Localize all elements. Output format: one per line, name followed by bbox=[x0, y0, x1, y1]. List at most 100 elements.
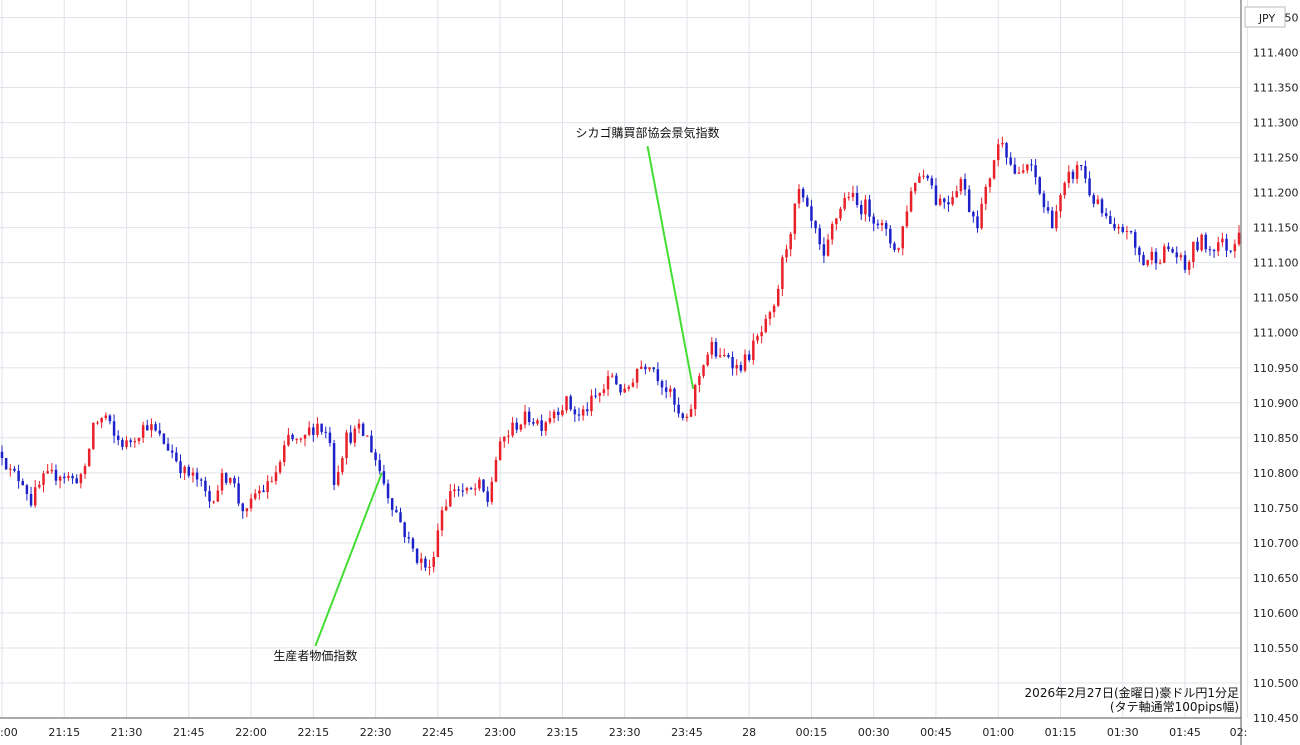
y-tick-label: 110.800 bbox=[1253, 467, 1299, 480]
y-tick-label: 110.450 bbox=[1253, 712, 1299, 725]
candle-body bbox=[1154, 251, 1158, 264]
candle-body bbox=[382, 471, 386, 484]
candle-body bbox=[872, 216, 875, 224]
candle-body bbox=[108, 415, 112, 422]
candle-body bbox=[503, 436, 506, 442]
candle-body bbox=[21, 481, 25, 486]
candle-body bbox=[947, 202, 950, 205]
candle-body bbox=[490, 481, 494, 502]
x-tick-label: 01:30 bbox=[1107, 726, 1139, 739]
candle-body bbox=[938, 198, 942, 205]
candle-body bbox=[1100, 199, 1104, 214]
candle-body bbox=[258, 490, 261, 494]
y-tick-label: 111.350 bbox=[1253, 82, 1299, 95]
candle-body bbox=[1192, 241, 1195, 262]
candle-body bbox=[627, 386, 631, 389]
candle-body bbox=[577, 414, 581, 416]
candle-body bbox=[220, 473, 224, 491]
candle-body bbox=[743, 354, 747, 371]
candle-body bbox=[656, 369, 660, 382]
candle-body bbox=[826, 239, 830, 256]
candle-body bbox=[266, 481, 269, 493]
candle-body bbox=[241, 503, 245, 512]
candle-body bbox=[478, 479, 481, 489]
candle-body bbox=[967, 189, 971, 213]
candle-body bbox=[361, 423, 365, 436]
annotation-label: 生産者物価指数 bbox=[273, 648, 357, 663]
candle-body bbox=[125, 440, 128, 447]
candle-body bbox=[727, 354, 730, 357]
candle-body bbox=[1133, 232, 1137, 248]
candle-body bbox=[353, 428, 357, 443]
candle-body bbox=[1158, 262, 1162, 264]
candle-body bbox=[594, 395, 597, 397]
candle-body bbox=[677, 404, 680, 414]
candle-body bbox=[38, 484, 41, 488]
candle-body bbox=[312, 427, 315, 435]
candle-body bbox=[399, 512, 402, 523]
candle-body bbox=[544, 422, 548, 431]
candle-body bbox=[685, 416, 689, 419]
candle-body bbox=[121, 439, 124, 447]
candle-body bbox=[702, 365, 705, 376]
candle-body bbox=[403, 522, 406, 538]
candle-body bbox=[299, 438, 303, 440]
candle-body bbox=[46, 471, 49, 474]
candle-body bbox=[1030, 164, 1033, 166]
candle-body bbox=[116, 435, 120, 440]
candle-body bbox=[1183, 255, 1187, 270]
candle-body bbox=[552, 411, 556, 419]
candle-body bbox=[374, 452, 377, 461]
candle-body bbox=[1034, 165, 1037, 178]
candle-body bbox=[436, 530, 440, 558]
annotation-label: シカゴ購買部協会景気指数 bbox=[575, 125, 719, 140]
candle-body bbox=[519, 424, 523, 430]
candle-body bbox=[357, 423, 361, 429]
candle-body bbox=[1187, 261, 1191, 270]
y-tick-label: 110.850 bbox=[1253, 432, 1299, 445]
annotation-labels: 生産者物価指数 シカゴ購買部協会景気指数 bbox=[273, 125, 719, 663]
candle-body bbox=[943, 198, 946, 203]
candle-body bbox=[909, 191, 913, 212]
candle-body bbox=[249, 498, 253, 509]
x-tick-label: 00:30 bbox=[858, 726, 890, 739]
candle-body bbox=[876, 223, 880, 226]
candle-body bbox=[175, 452, 178, 462]
candle-body bbox=[129, 440, 132, 443]
candle-body bbox=[548, 418, 552, 423]
candle-body bbox=[511, 422, 514, 436]
x-tick-label: 22:30 bbox=[360, 726, 392, 739]
candle-body bbox=[988, 178, 992, 187]
candle-body bbox=[328, 432, 332, 444]
candle-body bbox=[781, 257, 784, 289]
candle-body bbox=[822, 244, 826, 256]
candle-body bbox=[25, 485, 29, 494]
x-tick-label: 22:15 bbox=[297, 726, 329, 739]
candle-body bbox=[233, 478, 236, 484]
candle-body bbox=[976, 216, 979, 229]
candle-body bbox=[1038, 177, 1041, 194]
candle-body bbox=[420, 558, 423, 563]
candle-body bbox=[370, 435, 373, 453]
candle-body bbox=[905, 211, 909, 227]
candle-body bbox=[137, 437, 141, 442]
x-tick-label: 28 bbox=[742, 726, 756, 739]
candle-body bbox=[996, 144, 1000, 161]
candle-body bbox=[814, 220, 817, 229]
candle-body bbox=[473, 488, 477, 490]
x-tick-label: 00:45 bbox=[920, 726, 952, 739]
x-tick-label: 00:15 bbox=[796, 726, 828, 739]
candle-body bbox=[864, 199, 867, 215]
x-tick-label: 23:15 bbox=[547, 726, 579, 739]
candle-body bbox=[660, 381, 664, 388]
candle-body bbox=[195, 472, 199, 480]
caption-line-2: (タテ軸通常100pips幅) bbox=[1110, 699, 1239, 714]
candle-body bbox=[96, 422, 99, 424]
candle-body bbox=[776, 288, 780, 306]
y-tick-label: 111.400 bbox=[1253, 47, 1299, 60]
candle-body bbox=[270, 481, 274, 483]
candle-body bbox=[847, 196, 851, 198]
candle-body bbox=[598, 392, 601, 396]
